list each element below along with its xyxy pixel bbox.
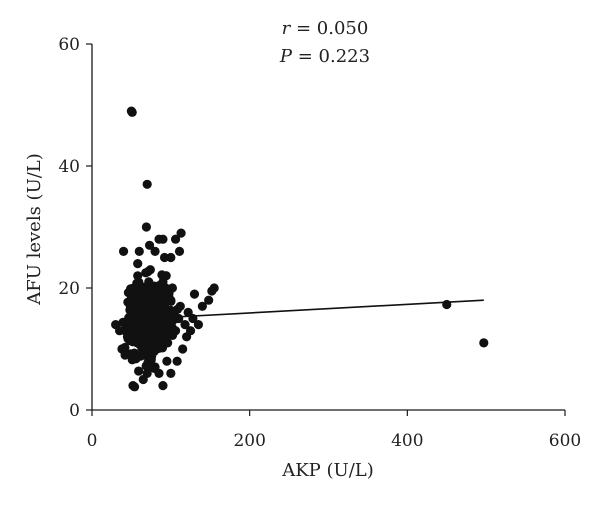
data-point [145, 265, 155, 275]
y-tick-label: 0 [69, 401, 80, 421]
data-point [127, 107, 137, 117]
data-point [154, 368, 164, 378]
data-point [183, 307, 193, 317]
data-point [134, 301, 144, 311]
regression-line-group [147, 299, 484, 320]
data-point [174, 246, 185, 256]
data-point [123, 288, 134, 298]
data-point [152, 344, 162, 354]
data-point [172, 356, 182, 366]
x-tick-label: 0 [87, 431, 98, 451]
data-point [180, 320, 190, 330]
x-tick-label: 400 [391, 431, 423, 451]
x-tick-label: 200 [233, 431, 265, 451]
data-point [178, 344, 188, 354]
data-point [479, 338, 489, 348]
data-points [111, 106, 489, 392]
data-point [129, 382, 140, 392]
data-point [134, 294, 144, 304]
data-point [127, 324, 137, 334]
data-point [142, 179, 152, 189]
data-point [134, 366, 144, 376]
data-point [147, 295, 157, 305]
data-point [146, 362, 156, 372]
x-tick-label: 600 [549, 431, 581, 451]
data-point [159, 301, 170, 311]
data-point [189, 289, 200, 299]
data-point [130, 333, 140, 343]
data-point [162, 356, 172, 366]
data-point [158, 277, 168, 287]
data-point [166, 368, 176, 378]
data-point [158, 381, 168, 391]
data-point [141, 307, 151, 317]
data-point [144, 277, 154, 287]
data-point [144, 240, 155, 250]
data-point [137, 338, 148, 348]
data-point [185, 326, 196, 336]
data-point [143, 326, 153, 336]
data-point [150, 246, 160, 256]
data-point [118, 246, 129, 256]
data-point [118, 317, 128, 327]
data-point [170, 234, 181, 244]
regression-line [147, 299, 484, 320]
axes [91, 44, 565, 411]
data-point [134, 246, 144, 256]
data-point [133, 259, 143, 269]
data-point [139, 350, 149, 360]
data-point [120, 350, 130, 360]
data-point [197, 301, 207, 311]
data-point [141, 222, 151, 232]
data-point [166, 252, 176, 263]
data-point [133, 271, 143, 281]
y-axis-label: AFU levels (U/L) [24, 153, 45, 306]
data-point [156, 289, 166, 299]
data-point [114, 326, 125, 336]
data-point [125, 313, 135, 324]
p-annotation: P = 0.223 [279, 46, 370, 67]
data-point [207, 286, 217, 296]
data-point [136, 320, 146, 330]
data-point [126, 295, 137, 305]
data-point [122, 332, 133, 342]
data-point [204, 295, 214, 305]
r-annotation: r = 0.050 [282, 18, 369, 39]
data-point [163, 338, 173, 348]
y-tick-label: 20 [58, 279, 80, 299]
data-point [159, 252, 170, 263]
data-point [176, 228, 186, 238]
data-point [153, 326, 163, 336]
data-point [158, 234, 168, 244]
y-tick-label: 60 [58, 35, 80, 55]
x-axis-label: AKP (U/L) [281, 460, 374, 481]
data-point [193, 320, 204, 330]
y-tick-label: 40 [58, 157, 80, 177]
data-point [170, 326, 181, 336]
data-point [166, 295, 176, 305]
data-point [167, 283, 178, 293]
data-point [175, 301, 185, 311]
data-point [130, 283, 140, 293]
data-point [127, 355, 137, 365]
